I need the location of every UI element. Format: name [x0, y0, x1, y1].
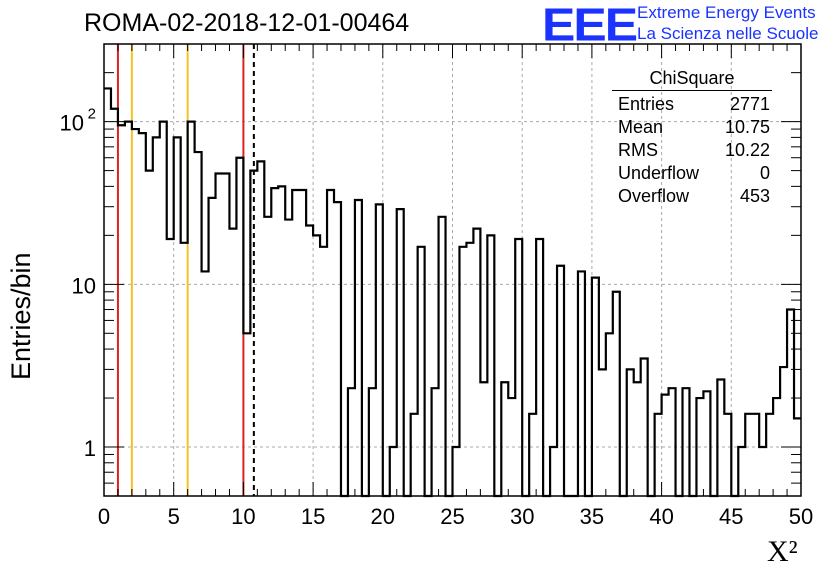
x-tick-label: 0 [98, 504, 110, 529]
x-tick-label: 25 [440, 504, 464, 529]
y-tick-label: 10 [60, 111, 84, 136]
stats-value: 453 [739, 186, 770, 206]
stats-rows: Entries 2771 Mean 10.75 RMS 10.22 Underflow 0 Ov… [612, 93, 778, 208]
axis-ticks [103, 43, 802, 497]
x-tick-label: 5 [168, 504, 180, 529]
x-tick-label: 30 [510, 504, 534, 529]
x-tick-label: 15 [301, 504, 325, 529]
histogram-bars [104, 87, 801, 498]
stats-row: Underflow 0 [612, 162, 778, 185]
stats-value: 0 [759, 163, 770, 183]
y-axis-label: Entries/bin [6, 252, 36, 380]
y-tick-exponent: 2 [88, 106, 96, 123]
y-tick-label: 10 [72, 273, 96, 298]
histogram-outline [104, 87, 801, 498]
reference-lines [116, 44, 255, 496]
x-tick-labels: 0 5 10 15 20 25 30 35 40 45 50 [98, 504, 813, 529]
stats-value: 10.75 [724, 117, 770, 137]
y-tick-label: 1 [84, 436, 96, 461]
x-tick-label: 50 [789, 504, 813, 529]
stats-row: RMS 10.22 [612, 139, 778, 162]
stats-box: ChiSquare Entries 2771 Mean 10.75 RMS 10.22 Un… [612, 68, 778, 208]
stats-value: 2771 [729, 94, 770, 114]
stats-row: Entries 2771 [612, 93, 778, 116]
stats-title: ChiSquare [612, 68, 772, 91]
x-tick-label: 45 [719, 504, 743, 529]
stats-label: Mean [618, 117, 664, 137]
x-axis-label: X² [767, 535, 798, 568]
x-tick-label: 35 [580, 504, 604, 529]
stats-label: Underflow [618, 163, 700, 183]
eee-logo: EEE [542, 0, 638, 51]
stats-label: Overflow [618, 186, 690, 206]
logo-line-1: Extreme Energy Events [637, 3, 816, 22]
logo-line-2: La Scienza nelle Scuole [637, 24, 819, 43]
x-tick-label: 10 [231, 504, 255, 529]
stats-row: Mean 10.75 [612, 116, 778, 139]
stats-value: 10.22 [724, 140, 770, 160]
stats-label: Entries [618, 94, 675, 114]
x-tick-label: 40 [649, 504, 673, 529]
stats-label: RMS [618, 140, 658, 160]
stats-row: Overflow 453 [612, 185, 778, 208]
chart-title: ROMA-02-2018-12-01-00464 [84, 9, 410, 37]
x-tick-label: 20 [371, 504, 395, 529]
